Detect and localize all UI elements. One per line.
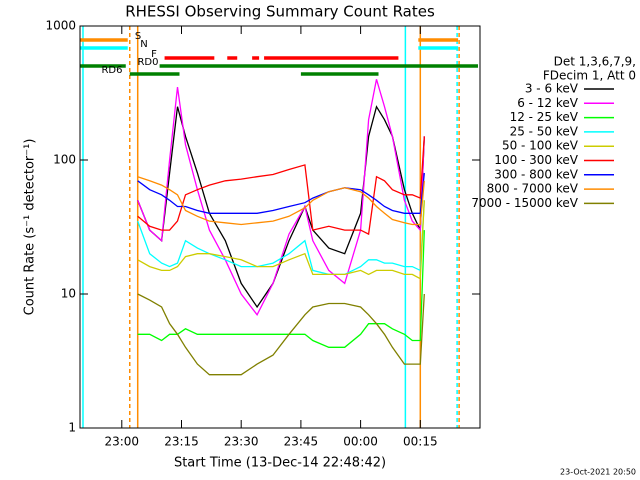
legend-label: 12 - 25 keV [510,110,579,124]
legend-label: 800 - 7000 keV [487,182,579,196]
legend-label: 6 - 12 keV [517,96,579,110]
y-axis-label: Count Rate (s⁻¹ detector⁻¹) [23,139,38,316]
flag-label: N [140,39,147,50]
series-line [137,200,425,276]
y-tick-label: 100 [53,153,76,167]
plot-frame [79,25,481,429]
series-line [137,79,425,317]
flag-label: RD6 [101,65,122,76]
y-tick-label: 1 [68,421,76,435]
legend-label: 7000 - 15000 keV [471,196,578,210]
series-line [137,136,425,236]
x-tick-label: 23:15 [164,435,199,449]
flag-label: S [135,31,141,42]
y-tick-label: 1000 [45,19,76,33]
series-line [137,176,425,226]
x-axis-label: Start Time (13-Dec-14 22:48:42) [174,456,386,471]
series-line [137,230,425,348]
legend-header: Det 1,3,6,7,9, [554,55,636,69]
legend-label: 300 - 800 keV [494,167,578,181]
flag-label: RD0 [137,57,158,68]
x-tick-label: 23:45 [284,435,319,449]
series-line [137,172,425,214]
y-tick-label: 10 [61,287,76,301]
legend-label: 100 - 300 keV [494,153,578,167]
legend-label: 25 - 50 keV [510,124,579,138]
footer-date: 23-Oct-2021 20:50 [560,468,636,477]
series-line [137,200,425,280]
x-tick-label: 23:00 [104,435,139,449]
series-line [137,293,425,376]
chart-title: RHESSI Observing Summary Count Rates [125,3,435,21]
legend-header: FDecim 1, Att 0 [543,69,636,83]
x-tick-label: 00:00 [343,435,378,449]
legend-label: 3 - 6 keV [525,82,579,96]
legend-label: 50 - 100 keV [502,139,579,153]
x-tick-label: 00:15 [403,435,438,449]
x-tick-label: 23:30 [224,435,259,449]
flag-label: F [151,49,157,60]
